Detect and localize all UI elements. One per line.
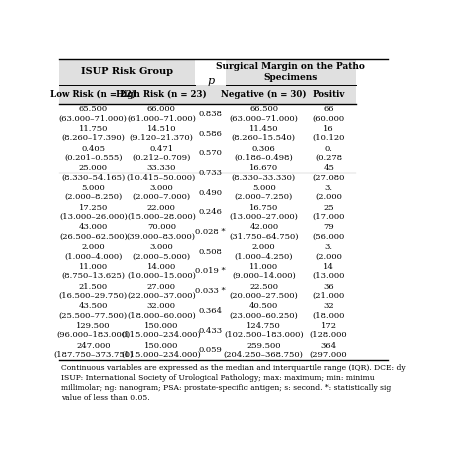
Text: 22.000
(15.000–28.000): 22.000 (15.000–28.000) (127, 204, 196, 221)
Bar (59, 85, 356, 104)
Text: 0.838: 0.838 (199, 110, 223, 118)
Text: 5.000
(2.000–7.250): 5.000 (2.000–7.250) (235, 184, 293, 201)
Text: 36
(21.000: 36 (21.000 (312, 283, 345, 300)
Text: Positiv: Positiv (312, 90, 345, 99)
Text: 11.450
(8.260–15.540): 11.450 (8.260–15.540) (232, 125, 296, 142)
Text: 150.000
(115.000–234.000): 150.000 (115.000–234.000) (121, 342, 201, 359)
Text: 3.000
(2.000–5.000): 3.000 (2.000–5.000) (132, 243, 191, 260)
Text: 17.250
(13.000–26.000): 17.250 (13.000–26.000) (59, 204, 128, 221)
Text: 0.059: 0.059 (199, 346, 223, 355)
Text: 16.670
(8.330–33.330): 16.670 (8.330–33.330) (232, 164, 296, 182)
Text: 11.000
(8.750–13.625): 11.000 (8.750–13.625) (61, 263, 125, 280)
Text: 0.433: 0.433 (199, 327, 223, 335)
Text: Surgical Margin on the Patho
Specimens: Surgical Margin on the Patho Specimens (217, 62, 365, 82)
Text: 0.508: 0.508 (199, 248, 223, 256)
Text: 2.000
(1.000–4.000): 2.000 (1.000–4.000) (64, 243, 122, 260)
Text: 45
(27.080: 45 (27.080 (312, 164, 345, 182)
Bar (59, 59, 195, 85)
Text: 2.000
(1.000–4.250): 2.000 (1.000–4.250) (235, 243, 293, 260)
Text: High Risk (n = 23): High Risk (n = 23) (116, 90, 207, 99)
Text: 21.500
(16.500–29.750): 21.500 (16.500–29.750) (59, 283, 128, 300)
Text: 32
(18.000: 32 (18.000 (312, 302, 345, 319)
Text: 14.000
(10.000–15.000): 14.000 (10.000–15.000) (127, 263, 196, 280)
Text: 14.510
(9.120–21.370): 14.510 (9.120–21.370) (129, 125, 193, 142)
Text: 0.306
(0.186–0.498): 0.306 (0.186–0.498) (234, 145, 293, 162)
Text: 0.246: 0.246 (199, 209, 223, 216)
Text: 150.000
(115.000–234.000): 150.000 (115.000–234.000) (121, 322, 201, 339)
Text: 25.000
(8.330–54.165): 25.000 (8.330–54.165) (61, 164, 126, 182)
Text: 43.500
(25.500–77.500): 43.500 (25.500–77.500) (59, 302, 128, 319)
Text: 11.750
(8.260–17.390): 11.750 (8.260–17.390) (61, 125, 125, 142)
Text: 3.
(2.000: 3. (2.000 (315, 243, 342, 260)
Text: 33.330
(10.415–50.000): 33.330 (10.415–50.000) (127, 164, 196, 182)
Text: 5.000
(2.000–8.250): 5.000 (2.000–8.250) (64, 184, 122, 201)
Text: 0.028 *: 0.028 * (195, 228, 226, 236)
Text: 247.000
(187.750–373.750): 247.000 (187.750–373.750) (53, 342, 133, 359)
Text: 16
(10.120: 16 (10.120 (312, 125, 345, 142)
Text: 42.000
(31.750–64.750): 42.000 (31.750–64.750) (229, 223, 299, 241)
Text: 70.000
(39.000–83.000): 70.000 (39.000–83.000) (127, 223, 196, 241)
Text: 40.500
(23.000–60.250): 40.500 (23.000–60.250) (229, 302, 298, 319)
Text: 129.500
(96.000–183.000): 129.500 (96.000–183.000) (56, 322, 130, 339)
Text: Low Risk (n = 22): Low Risk (n = 22) (50, 90, 137, 99)
Text: 79
(56.000: 79 (56.000 (312, 223, 345, 241)
Text: 14
(13.000: 14 (13.000 (312, 263, 345, 280)
Text: 172
(128.000: 172 (128.000 (310, 322, 347, 339)
Text: 0.471
(0.212–0.709): 0.471 (0.212–0.709) (132, 145, 191, 162)
Text: 364
(297.000: 364 (297.000 (310, 342, 347, 359)
Text: Continuous variables are expressed as the median and interquartile range (IQR). : Continuous variables are expressed as th… (61, 364, 406, 402)
Text: 25
(17.000: 25 (17.000 (312, 204, 345, 221)
Text: 43.000
(26.500–62.500): 43.000 (26.500–62.500) (59, 223, 128, 241)
Text: 259.500
(204.250–368.750): 259.500 (204.250–368.750) (224, 342, 304, 359)
Text: 32.000
(18.000–60.000): 32.000 (18.000–60.000) (127, 302, 196, 319)
Text: 0.405
(0.201–0.555): 0.405 (0.201–0.555) (64, 145, 122, 162)
Text: 0.586: 0.586 (199, 129, 223, 137)
Text: 3.
(2.000: 3. (2.000 (315, 184, 342, 201)
Text: 66
(60.000: 66 (60.000 (313, 105, 345, 122)
Text: 66.500
(63.000–71.000): 66.500 (63.000–71.000) (229, 105, 298, 122)
Bar (226, 59, 356, 85)
Text: 66.000
(61.000–71.000): 66.000 (61.000–71.000) (127, 105, 196, 122)
Text: 3.000
(2.000–7.000): 3.000 (2.000–7.000) (132, 184, 191, 201)
Text: 124.750
(102.500–183.000): 124.750 (102.500–183.000) (224, 322, 303, 339)
Text: 0.
(0.278: 0. (0.278 (315, 145, 342, 162)
Text: 16.750
(13.000–27.000): 16.750 (13.000–27.000) (229, 204, 298, 221)
Text: 0.033 *: 0.033 * (195, 287, 226, 295)
Text: 11.000
(9.000–14.000): 11.000 (9.000–14.000) (232, 263, 296, 280)
Text: ISUP Risk Group: ISUP Risk Group (82, 67, 173, 76)
Text: 27.000
(22.000–37.000): 27.000 (22.000–37.000) (127, 283, 196, 300)
Text: 65.500
(63.000–71.000): 65.500 (63.000–71.000) (59, 105, 128, 122)
Text: 0.490: 0.490 (199, 189, 223, 197)
Text: 0.733: 0.733 (199, 169, 223, 177)
Text: Negative (n = 30): Negative (n = 30) (221, 90, 307, 99)
Text: 0.570: 0.570 (199, 149, 223, 157)
Text: 22.500
(20.000–27.500): 22.500 (20.000–27.500) (229, 283, 298, 300)
Text: 0.364: 0.364 (199, 307, 223, 315)
Text: 0.019 *: 0.019 * (195, 267, 226, 275)
Text: p: p (207, 76, 214, 86)
